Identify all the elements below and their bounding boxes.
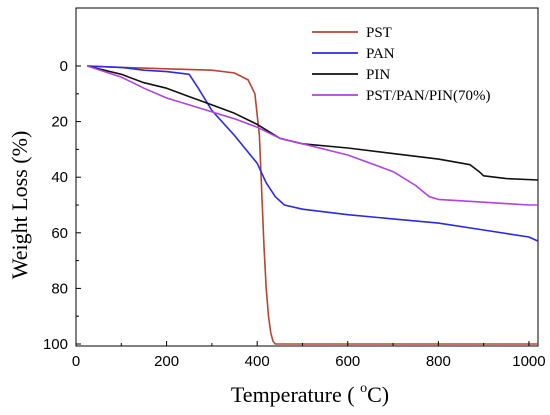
y-tick-label-40: 40 [51,169,68,186]
x-axis-title-suffix: C) [367,382,389,407]
legend-label-pst: PST [366,25,392,41]
legend-label-pst-pan-pin-70: PST/PAN/PIN(70%) [366,88,490,104]
x-axis-title-prefix: Temperature ( [231,382,360,407]
series-line-pst-pan-pin-70 [87,65,538,206]
plot-frame [75,7,539,347]
x-tick-label-1000: 1000 [512,353,545,370]
x-axis-title-degree: o [360,381,367,396]
y-tick-label-20: 20 [51,114,68,131]
plot-border [75,7,539,347]
legend-label-pan: PAN [366,46,395,62]
x-tick-label-400: 400 [245,353,270,370]
series-line-pin [87,65,539,181]
y-tick-label-0: 0 [60,58,68,75]
legend-label-pin: PIN [366,67,390,83]
x-tick-label-0: 0 [72,353,80,370]
y-tick-label-100: 100 [43,336,68,353]
y-tick-label-60: 60 [51,225,68,242]
x-axis-title: Temperature ( oC) [231,381,389,407]
series-layer [87,65,539,345]
x-tick-label-800: 800 [426,353,451,370]
legend: PST PAN PIN PST/PAN/PIN(70%) [312,25,490,104]
x-axis-ticks: 0 200 400 600 800 1000 [72,341,546,370]
series-line-pan [87,65,539,242]
y-tick-label-80: 80 [51,280,68,297]
y-axis-title: Weight Loss (%) [7,131,32,280]
x-tick-label-200: 200 [154,353,179,370]
series-line-pst [87,65,538,345]
y-axis-ticks: 0 20 40 60 80 100 [43,58,81,353]
x-tick-label-600: 600 [335,353,360,370]
